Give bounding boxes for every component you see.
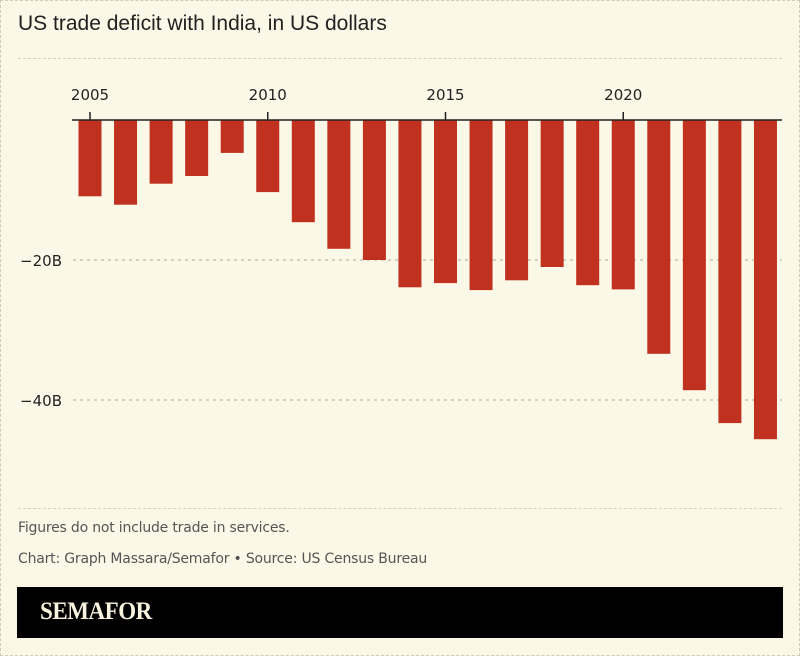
- x-tick-label: 2010: [249, 86, 287, 104]
- x-tick-labels: 2005 2010 2015 2020: [71, 86, 642, 104]
- chart-title: US trade deficit with India, in US dolla…: [18, 12, 387, 35]
- y-tick-label: −40B: [20, 392, 62, 410]
- bar-2017: [505, 120, 529, 281]
- bar-2007: [149, 120, 173, 184]
- bar-2010: [256, 120, 280, 193]
- bar-2024: [753, 120, 777, 440]
- bar-2022: [682, 120, 706, 391]
- bar-2014: [398, 120, 422, 288]
- source-credit: Chart: Graph Massara/Semafor • Source: U…: [18, 551, 428, 567]
- footnote: Figures do not include trade in services…: [18, 520, 290, 536]
- bar-2005: [78, 120, 102, 197]
- title-divider: [18, 58, 782, 59]
- bar-2006: [114, 120, 138, 205]
- footer-divider: [18, 508, 782, 509]
- bar-2013: [362, 120, 386, 260]
- bar-2012: [327, 120, 351, 249]
- bar-2008: [185, 120, 209, 176]
- bar-2023: [718, 120, 742, 424]
- x-tick-label: 2020: [604, 86, 642, 104]
- semafor-logo: SEMAFOR: [40, 598, 152, 625]
- bars: [78, 120, 777, 440]
- x-tick-label: 2015: [426, 86, 464, 104]
- gridlines: [73, 259, 782, 401]
- y-tick-labels: −20B −40B: [20, 252, 62, 410]
- bar-2020: [611, 120, 635, 290]
- x-axis: [72, 112, 782, 121]
- bar-2021: [647, 120, 671, 354]
- bar-2018: [540, 120, 564, 267]
- bar-chart: 2005 2010 2015 2020 −20B −40B: [20, 86, 782, 440]
- bar-2016: [469, 120, 493, 291]
- bar-2015: [434, 120, 457, 284]
- x-tick-label: 2005: [71, 86, 109, 104]
- bar-2019: [576, 120, 600, 286]
- bar-2009: [220, 120, 244, 153]
- brand-bar: SEMAFOR: [17, 587, 783, 638]
- y-tick-label: −20B: [20, 252, 62, 270]
- bar-2011: [291, 120, 315, 223]
